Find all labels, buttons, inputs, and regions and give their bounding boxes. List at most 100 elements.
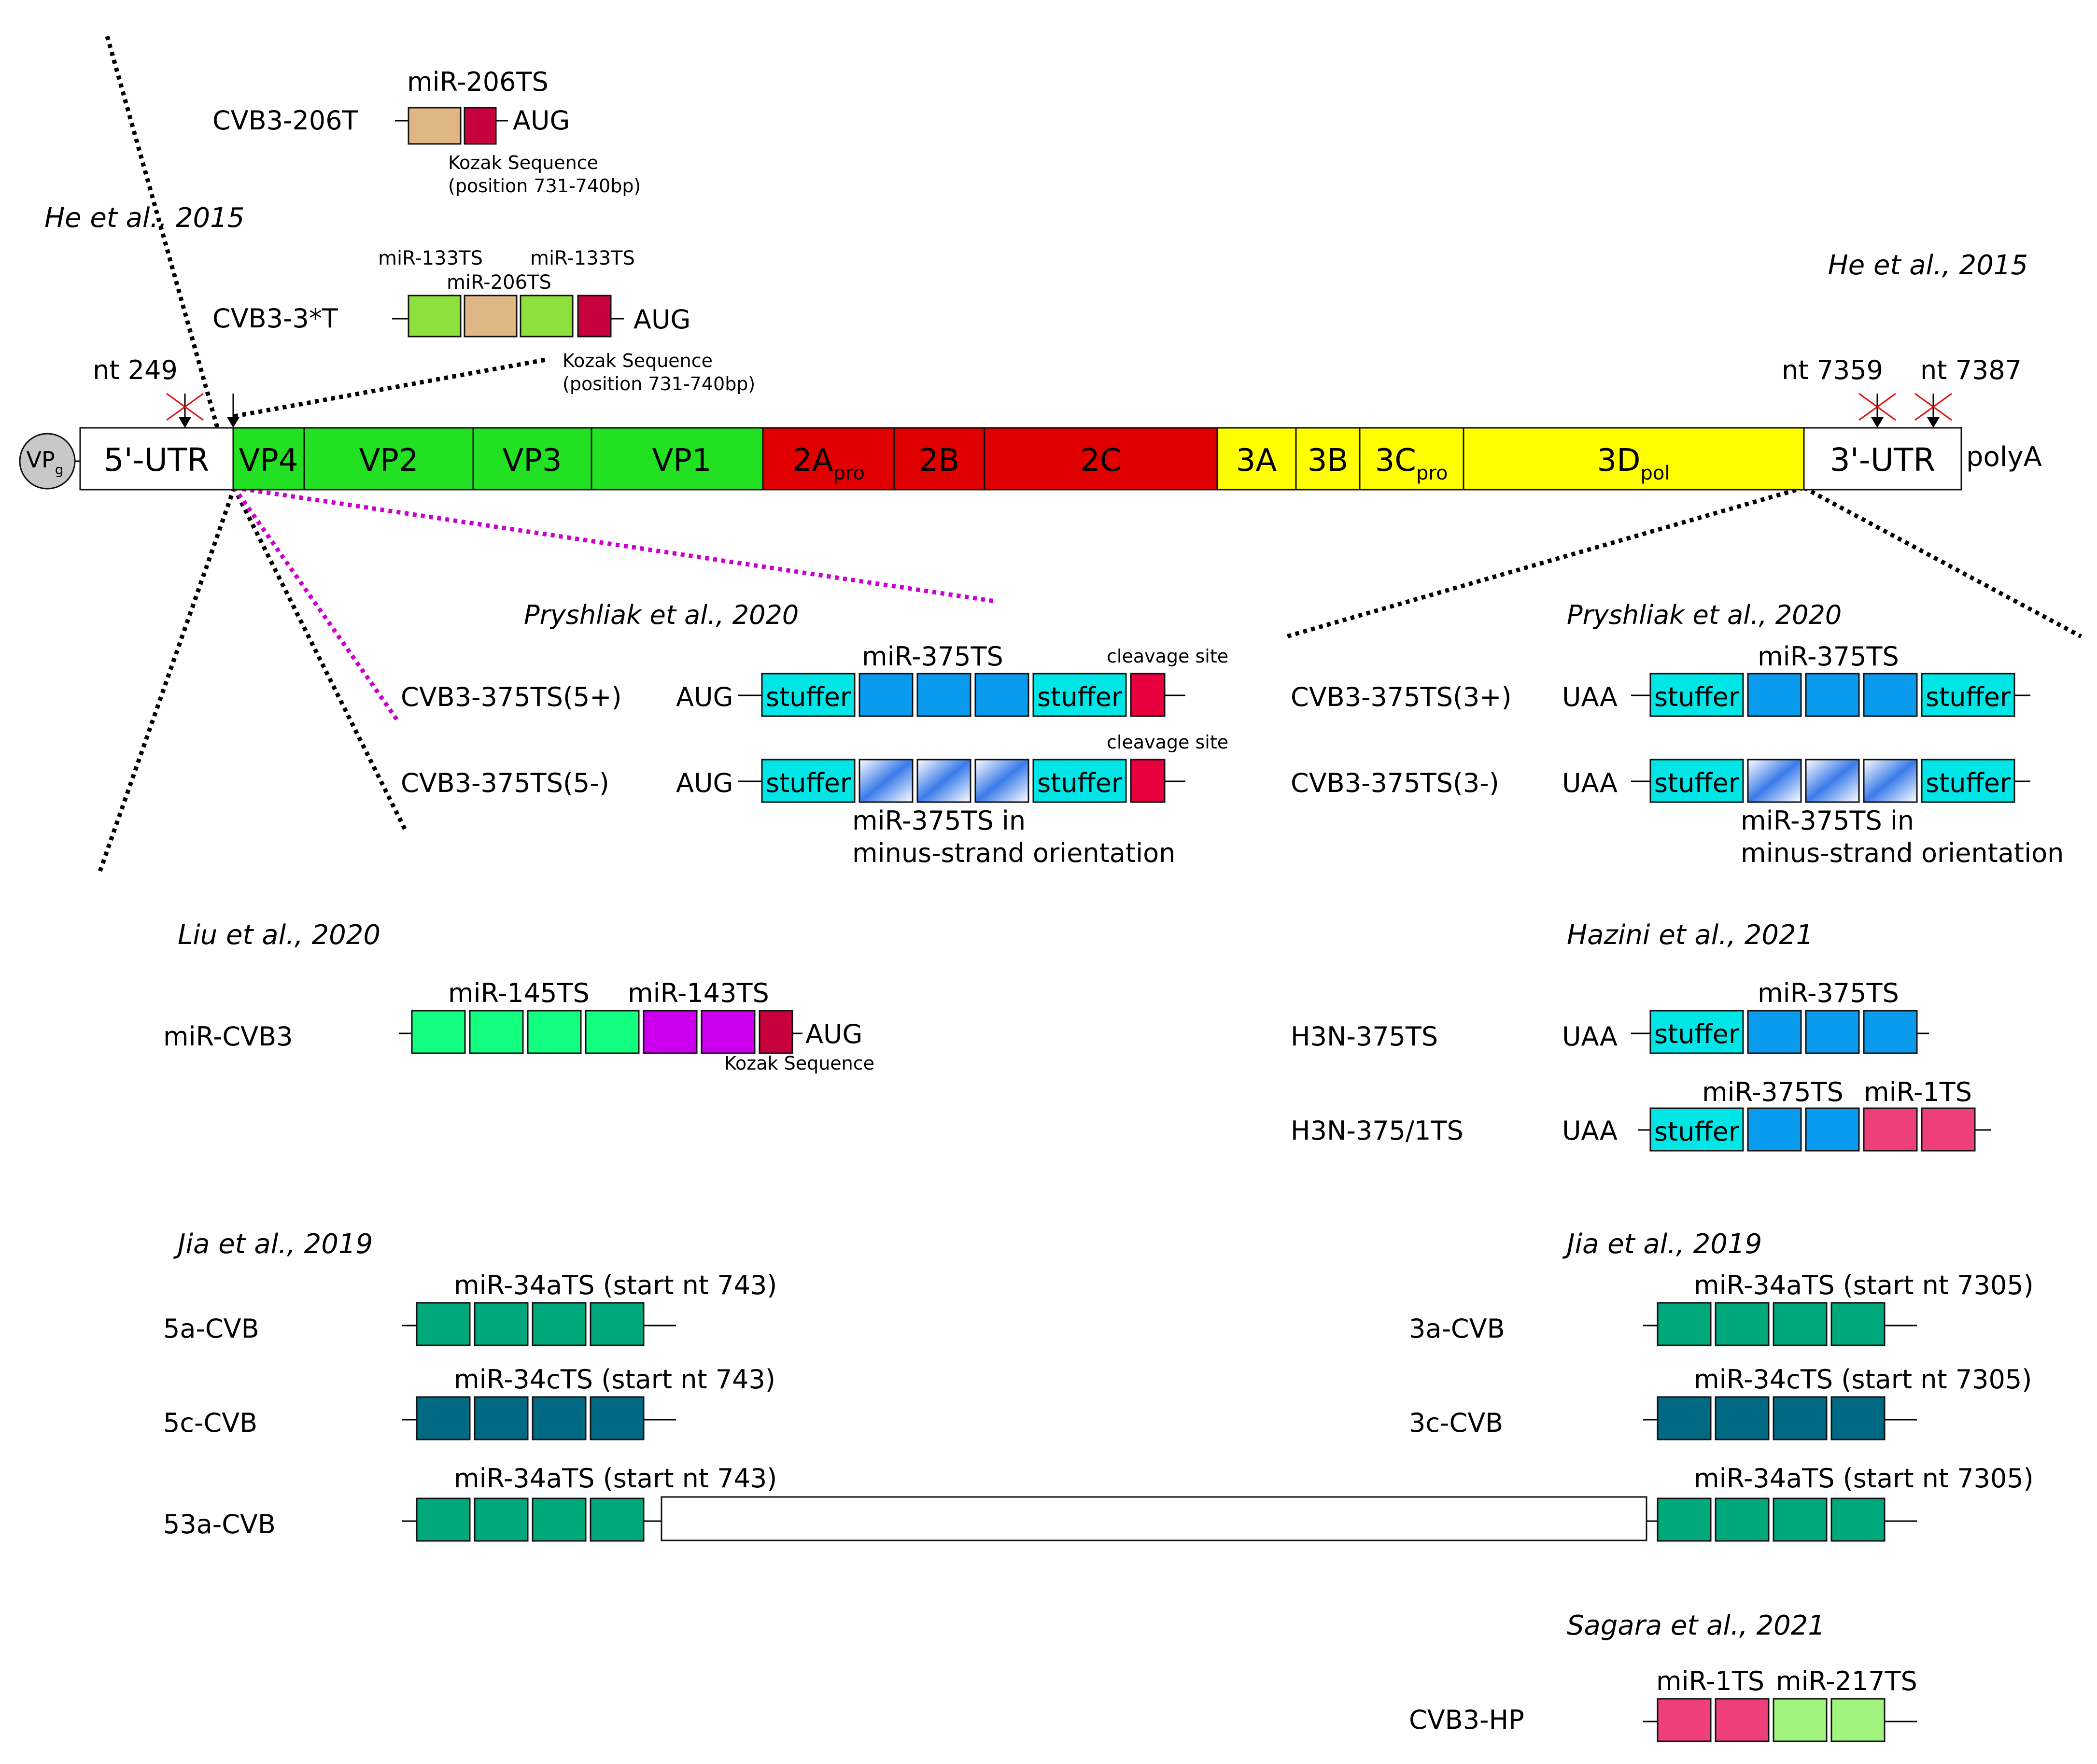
stuffer-box — [1921, 673, 2015, 717]
construct-name-5a-cvb: 5a-CVB — [163, 1313, 259, 1344]
kozak-position-label: (position 731-740bp) — [448, 175, 641, 197]
nt7387-label: nt 7387 — [1920, 355, 2022, 385]
pryshliak-3prime-group: Pryshliak et al., 2020 CVB3-375TS(3+) UA… — [1291, 600, 2064, 868]
site-box-mir375 — [1863, 1010, 1918, 1054]
uaa-label: UAA — [1562, 1115, 1618, 1146]
kozak-label: Kozak Sequence — [724, 1053, 874, 1074]
segment-5utr-label: 5'-UTR — [104, 441, 209, 479]
site-label-mir34c: miR-34cTS (start nt 743) — [454, 1364, 775, 1395]
construct-name-3minus: CVB3-375TS(3-) — [1291, 768, 1499, 798]
uaa-label: UAA — [1562, 682, 1618, 712]
stuffer-label: stuffer — [766, 682, 851, 712]
minus-note-line1: miR-375TS in — [852, 805, 1026, 836]
site-box-mir133 — [520, 295, 574, 338]
segment-vp4-label: VP4 — [239, 443, 298, 479]
site-box-mir34c — [532, 1396, 587, 1440]
construct-mir-cvb3: Liu et al., 2020 miR-CVB3 miR-145TS miR-… — [163, 919, 874, 1074]
stuffer-label: stuffer — [1654, 1116, 1740, 1147]
site-label-mir375: miR-375TS — [862, 641, 1003, 672]
kozak-label: Kozak Sequence — [563, 350, 713, 371]
stuffer-label: stuffer — [1654, 1019, 1740, 1049]
site-box-mir1 — [1715, 1698, 1770, 1742]
segment-vp3 — [472, 427, 592, 491]
aug-label: AUG — [676, 682, 733, 712]
stuffer-label: stuffer — [1926, 768, 2011, 798]
site-label-a: miR-133TS — [378, 247, 483, 269]
segment-3utr — [1803, 427, 1962, 491]
hazini-group: Hazini et al., 2021 H3N-375TS UAA miR-37… — [1291, 919, 1991, 1152]
minus-note-line2: minus-strand orientation — [1741, 838, 2064, 868]
site-label-mir34a: miR-34aTS (start nt 743) — [454, 1270, 777, 1300]
segment-2b — [893, 427, 985, 491]
construct-name: CVB3-206T — [212, 105, 359, 136]
guide-line — [1802, 486, 2083, 638]
cleavage-label: cleavage site — [1107, 732, 1228, 753]
site-box-mir34a — [416, 1497, 471, 1542]
kozak-box — [759, 1010, 793, 1054]
guide-line — [232, 486, 408, 832]
site-label-mir375: miR-375TS — [1702, 1077, 1844, 1107]
site-box-mir133 — [408, 295, 462, 338]
construct-name: CVB3-HP — [1409, 1705, 1524, 1735]
site-box-mir34a — [474, 1497, 529, 1542]
site-box-mir375 — [974, 673, 1029, 717]
vpg-label: VPg — [27, 447, 64, 478]
insertion-arrow-nt7359 — [1858, 393, 1896, 428]
site-box-mir34a — [1773, 1497, 1828, 1542]
construct-name-h3n-375ts: H3N-375TS — [1291, 1021, 1438, 1052]
site-box-mir206 — [408, 107, 462, 145]
jia-group: Jia et al., 2019 Jia et al., 2019 5a-CVB… — [163, 1228, 2034, 1542]
citation-pryshliak-5: Pryshliak et al., 2020 — [524, 600, 799, 630]
citation-liu-2020: Liu et al., 2020 — [178, 919, 380, 951]
aug-label: AUG — [633, 304, 690, 335]
site-box-mir1 — [1657, 1698, 1712, 1742]
segment-3a-label: 3A — [1236, 443, 1277, 479]
cleavage-box — [1130, 759, 1166, 803]
site-box-mir34a — [1830, 1302, 1886, 1346]
kozak-box — [464, 107, 497, 145]
kozak-position-label: (position 731-740bp) — [563, 373, 755, 395]
guide-line-magenta — [234, 485, 995, 604]
site-box-mir34a — [1715, 1302, 1770, 1346]
stuffer-box — [761, 673, 856, 717]
polya-label: polyA — [1966, 441, 2042, 473]
segment-vp2-label: VP2 — [359, 443, 418, 479]
stuffer-box — [1649, 1010, 1744, 1054]
site-label-mir375: miR-375TS — [1758, 641, 1899, 672]
site-label-b: miR-206TS — [447, 271, 551, 294]
guide-line-magenta — [232, 486, 399, 721]
construct-name-3c-cvb: 3c-CVB — [1409, 1408, 1503, 1438]
site-box-mir34c — [590, 1396, 645, 1440]
site-box-mir375-minus — [1863, 759, 1918, 803]
genome-map: VPg 5'-UTR VP4 VP2 VP3 VP1 2Apro 2B 2C 3… — [19, 355, 2042, 491]
site-box-mir34a — [1657, 1302, 1712, 1346]
site-label-mir34a-5prime: miR-34aTS (start nt 743) — [454, 1463, 777, 1494]
segment-3d-label: 3Dpol — [1597, 443, 1670, 484]
construct-name-5c-cvb: 5c-CVB — [163, 1408, 257, 1438]
segment-3b-label: 3B — [1308, 443, 1349, 479]
site-box-mir145 — [585, 1010, 640, 1054]
stuffer-box — [1649, 1107, 1744, 1152]
site-box-mir375 — [1805, 1010, 1860, 1054]
site-box-mir375 — [1747, 673, 1802, 717]
genome-body-box — [661, 1496, 1647, 1541]
pryshliak-5prime-group: Pryshliak et al., 2020 CVB3-375TS(5+) AU… — [401, 600, 1228, 868]
segment-3c-label: 3Cpro — [1375, 443, 1448, 484]
site-box-mir375 — [859, 673, 914, 717]
site-box-mir34a — [1715, 1497, 1770, 1542]
site-box-mir145 — [411, 1010, 466, 1054]
construct-name-3plus: CVB3-375TS(3+) — [1291, 682, 1512, 712]
construct-name-h3n-375-1ts: H3N-375/1TS — [1291, 1115, 1464, 1146]
construct-name-3a-cvb: 3a-CVB — [1409, 1313, 1505, 1344]
site-box-mir375 — [1863, 673, 1918, 717]
site-label-mir34a-3prime: miR-34aTS (start nt 7305) — [1694, 1463, 2034, 1494]
construct-cvb3-206t: He et al., 2015 CVB3-206T miR-206TS AUG … — [44, 67, 641, 234]
site-box-mir34a — [416, 1302, 471, 1346]
citation-hazini-2021: Hazini et al., 2021 — [1567, 919, 1813, 951]
segment-2c-label: 2C — [1080, 443, 1121, 479]
stuffer-label: stuffer — [1037, 768, 1123, 798]
site-box-mir375 — [916, 673, 971, 717]
site-box-mir145 — [469, 1010, 524, 1054]
site-box-mir143 — [643, 1010, 698, 1054]
site-box-mir34a — [532, 1497, 587, 1542]
